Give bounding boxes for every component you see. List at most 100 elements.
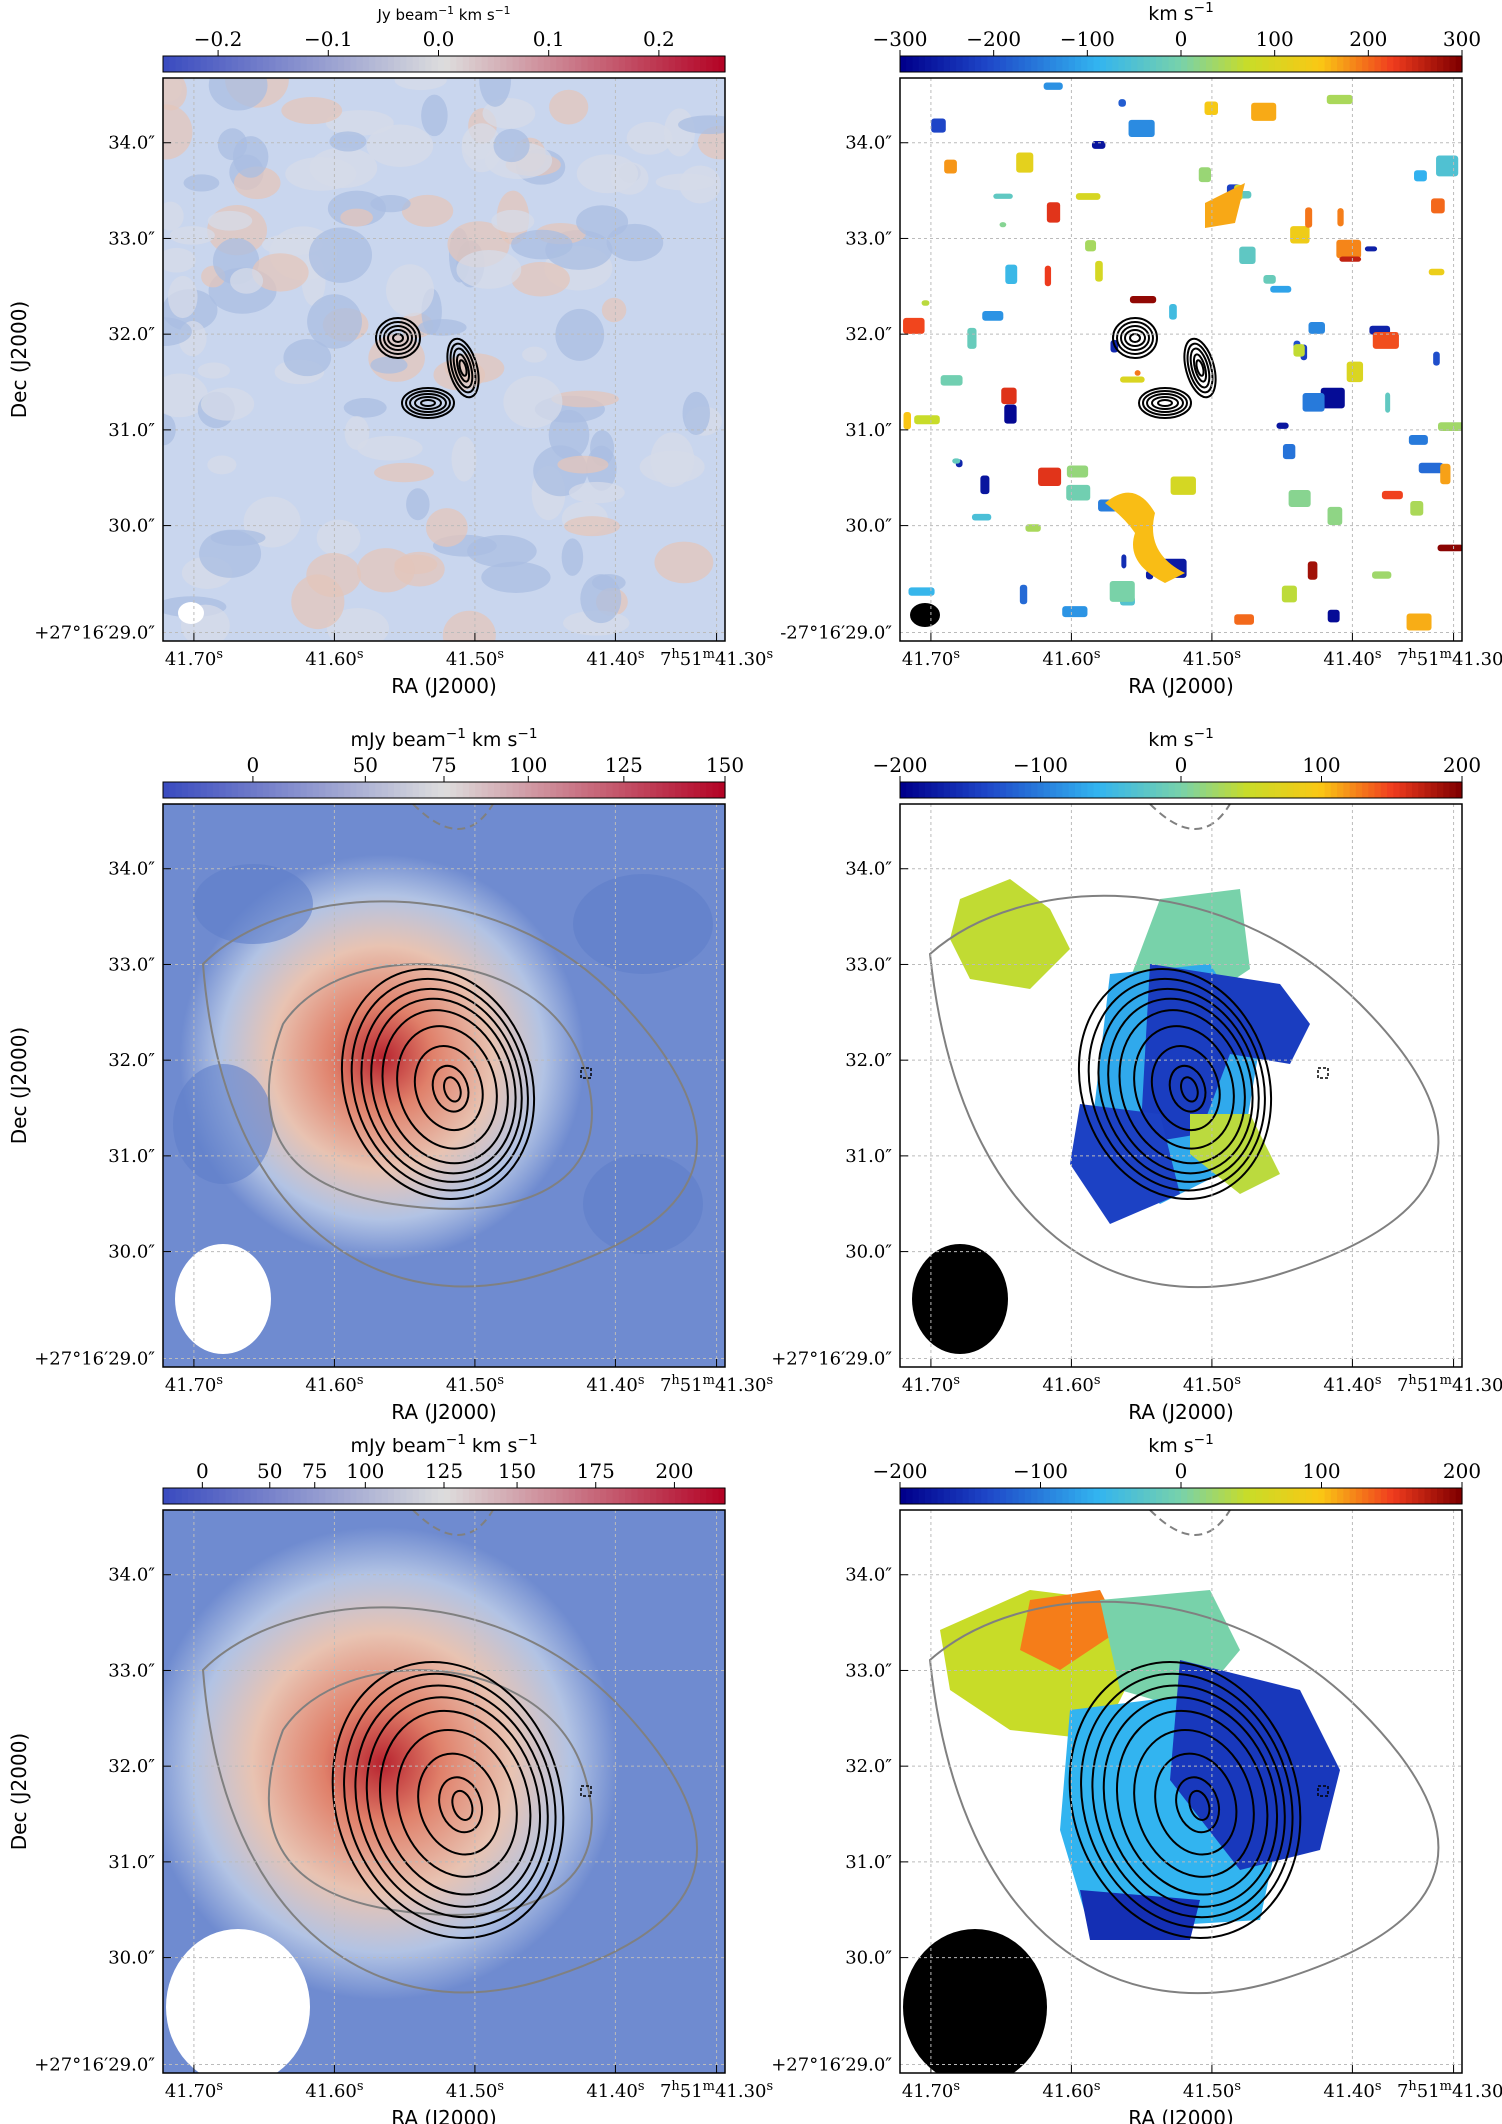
colorbar-cell xyxy=(631,782,639,798)
contour xyxy=(365,1696,542,1908)
noise-blob xyxy=(493,128,530,163)
colorbar-cell xyxy=(1118,56,1126,72)
colorbar-cell xyxy=(362,56,370,72)
colorbar-cell xyxy=(706,782,714,798)
axes-frame xyxy=(162,1509,726,2074)
colorbar-tick-label: 150 xyxy=(498,1459,536,1483)
colorbar-cell xyxy=(306,1488,314,1504)
noise-blob xyxy=(197,362,231,379)
colorbar-cell xyxy=(1418,1488,1426,1504)
colorbar-cell xyxy=(462,782,470,798)
velocity-patch xyxy=(1169,303,1177,320)
colorbar-cell xyxy=(1174,1488,1182,1504)
colorbar-cell xyxy=(956,56,964,72)
colorbar-tick-label: −100 xyxy=(1013,1459,1068,1483)
colorbar-cell xyxy=(1087,782,1095,798)
colorbar-cell xyxy=(412,1488,420,1504)
colorbar-cell xyxy=(575,56,582,72)
colorbar-cell xyxy=(506,782,514,798)
colorbar-cell xyxy=(1274,782,1282,798)
colorbar-cell xyxy=(706,1488,714,1504)
colorbar-cell xyxy=(394,1488,401,1504)
noise-blob xyxy=(163,373,208,418)
colorbar-cell xyxy=(1293,782,1301,798)
noise-blob xyxy=(316,519,361,557)
colorbar-cell xyxy=(256,56,264,72)
colorbar-cell xyxy=(1156,1488,1163,1504)
colorbar-cell xyxy=(200,56,208,72)
velocity-patch xyxy=(940,375,963,386)
colorbar-cell xyxy=(1081,782,1088,798)
dec-tick-label: 32.0″ xyxy=(845,1756,892,1777)
velocity-patch xyxy=(1408,434,1428,445)
colorbar-cell xyxy=(212,1488,220,1504)
colorbar-cell xyxy=(581,56,589,72)
colorbar-cell xyxy=(631,1488,639,1504)
noise-blob xyxy=(230,267,264,294)
colorbar-cell xyxy=(506,56,514,72)
colorbar-cell xyxy=(344,56,351,72)
noise-blob xyxy=(169,226,215,245)
noise-blob xyxy=(564,516,621,537)
colorbar-cell xyxy=(900,782,907,798)
dec-tick-label: 34.0″ xyxy=(845,859,892,880)
colorbar-cell xyxy=(406,1488,414,1504)
noise-blob xyxy=(401,194,454,227)
colorbar-cell xyxy=(319,56,326,72)
velocity-patch xyxy=(1016,152,1034,173)
dec-tick-label: 34.0″ xyxy=(845,133,892,154)
contour xyxy=(378,1709,532,1896)
colorbar-cell xyxy=(1024,56,1032,72)
colorbar-cell xyxy=(706,56,714,72)
colorbar-cell xyxy=(681,782,689,798)
noise-blob xyxy=(200,387,255,421)
dec-tick-label: 33.0″ xyxy=(845,954,892,975)
colorbar-label: mJy beam−1 km s−1 xyxy=(350,1432,537,1457)
colorbar-tick-label: 200 xyxy=(655,1459,693,1483)
colorbar-cell xyxy=(1312,56,1319,72)
colorbar-cell xyxy=(906,1488,914,1504)
colorbar-cell xyxy=(656,782,664,798)
colorbar-cell xyxy=(394,56,401,72)
colorbar-label: Jy beam−1 km s−1 xyxy=(376,4,510,25)
dec-axis-label: Dec (J2000) xyxy=(7,1027,31,1144)
colorbar-cell xyxy=(1224,1488,1232,1504)
noise-blob xyxy=(549,89,589,125)
colorbar-cell xyxy=(543,56,551,72)
colorbar-cell xyxy=(1143,782,1151,798)
velocity-patch xyxy=(1129,295,1157,304)
noise-blob xyxy=(283,339,332,377)
contour xyxy=(379,321,417,355)
colorbar-cell xyxy=(1430,782,1438,798)
contour xyxy=(458,359,468,377)
colorbar-cell xyxy=(212,782,220,798)
colorbar-tick-label: 0.0 xyxy=(423,27,455,51)
colorbar-cell xyxy=(481,1488,489,1504)
noise-blob xyxy=(548,409,590,460)
colorbar-cell xyxy=(1118,782,1126,798)
contour xyxy=(1133,1728,1255,1878)
colorbar-cell xyxy=(1268,782,1276,798)
colorbar-cell xyxy=(1280,782,1288,798)
colorbar-cell xyxy=(1012,56,1020,72)
colorbar-tick-label: 0 xyxy=(1175,27,1188,51)
dec-tick-label: 34.0″ xyxy=(845,1565,892,1586)
colorbar-cell xyxy=(369,56,376,72)
colorbar-cell xyxy=(1243,782,1251,798)
colorbar-cell xyxy=(1293,56,1301,72)
colorbar: 0 50 75 100 125 150 175 200 mJy beam−1 km s−1 xyxy=(162,1432,726,1505)
colorbar-cell xyxy=(1149,56,1157,72)
colorbar-cell xyxy=(518,1488,526,1504)
contour xyxy=(381,1009,509,1165)
colorbar-cell xyxy=(556,1488,564,1504)
colorbar-cell xyxy=(1249,1488,1257,1504)
contour xyxy=(1124,329,1146,347)
colorbar-cell xyxy=(931,56,939,72)
colorbar-cell xyxy=(250,782,258,798)
colorbar-cell xyxy=(512,1488,520,1504)
colorbar-cell xyxy=(687,1488,695,1504)
colorbar-cell xyxy=(244,56,252,72)
colorbar-cell xyxy=(1412,1488,1419,1504)
velocity-patch xyxy=(1282,443,1296,460)
colorbar-cell xyxy=(1162,782,1170,798)
